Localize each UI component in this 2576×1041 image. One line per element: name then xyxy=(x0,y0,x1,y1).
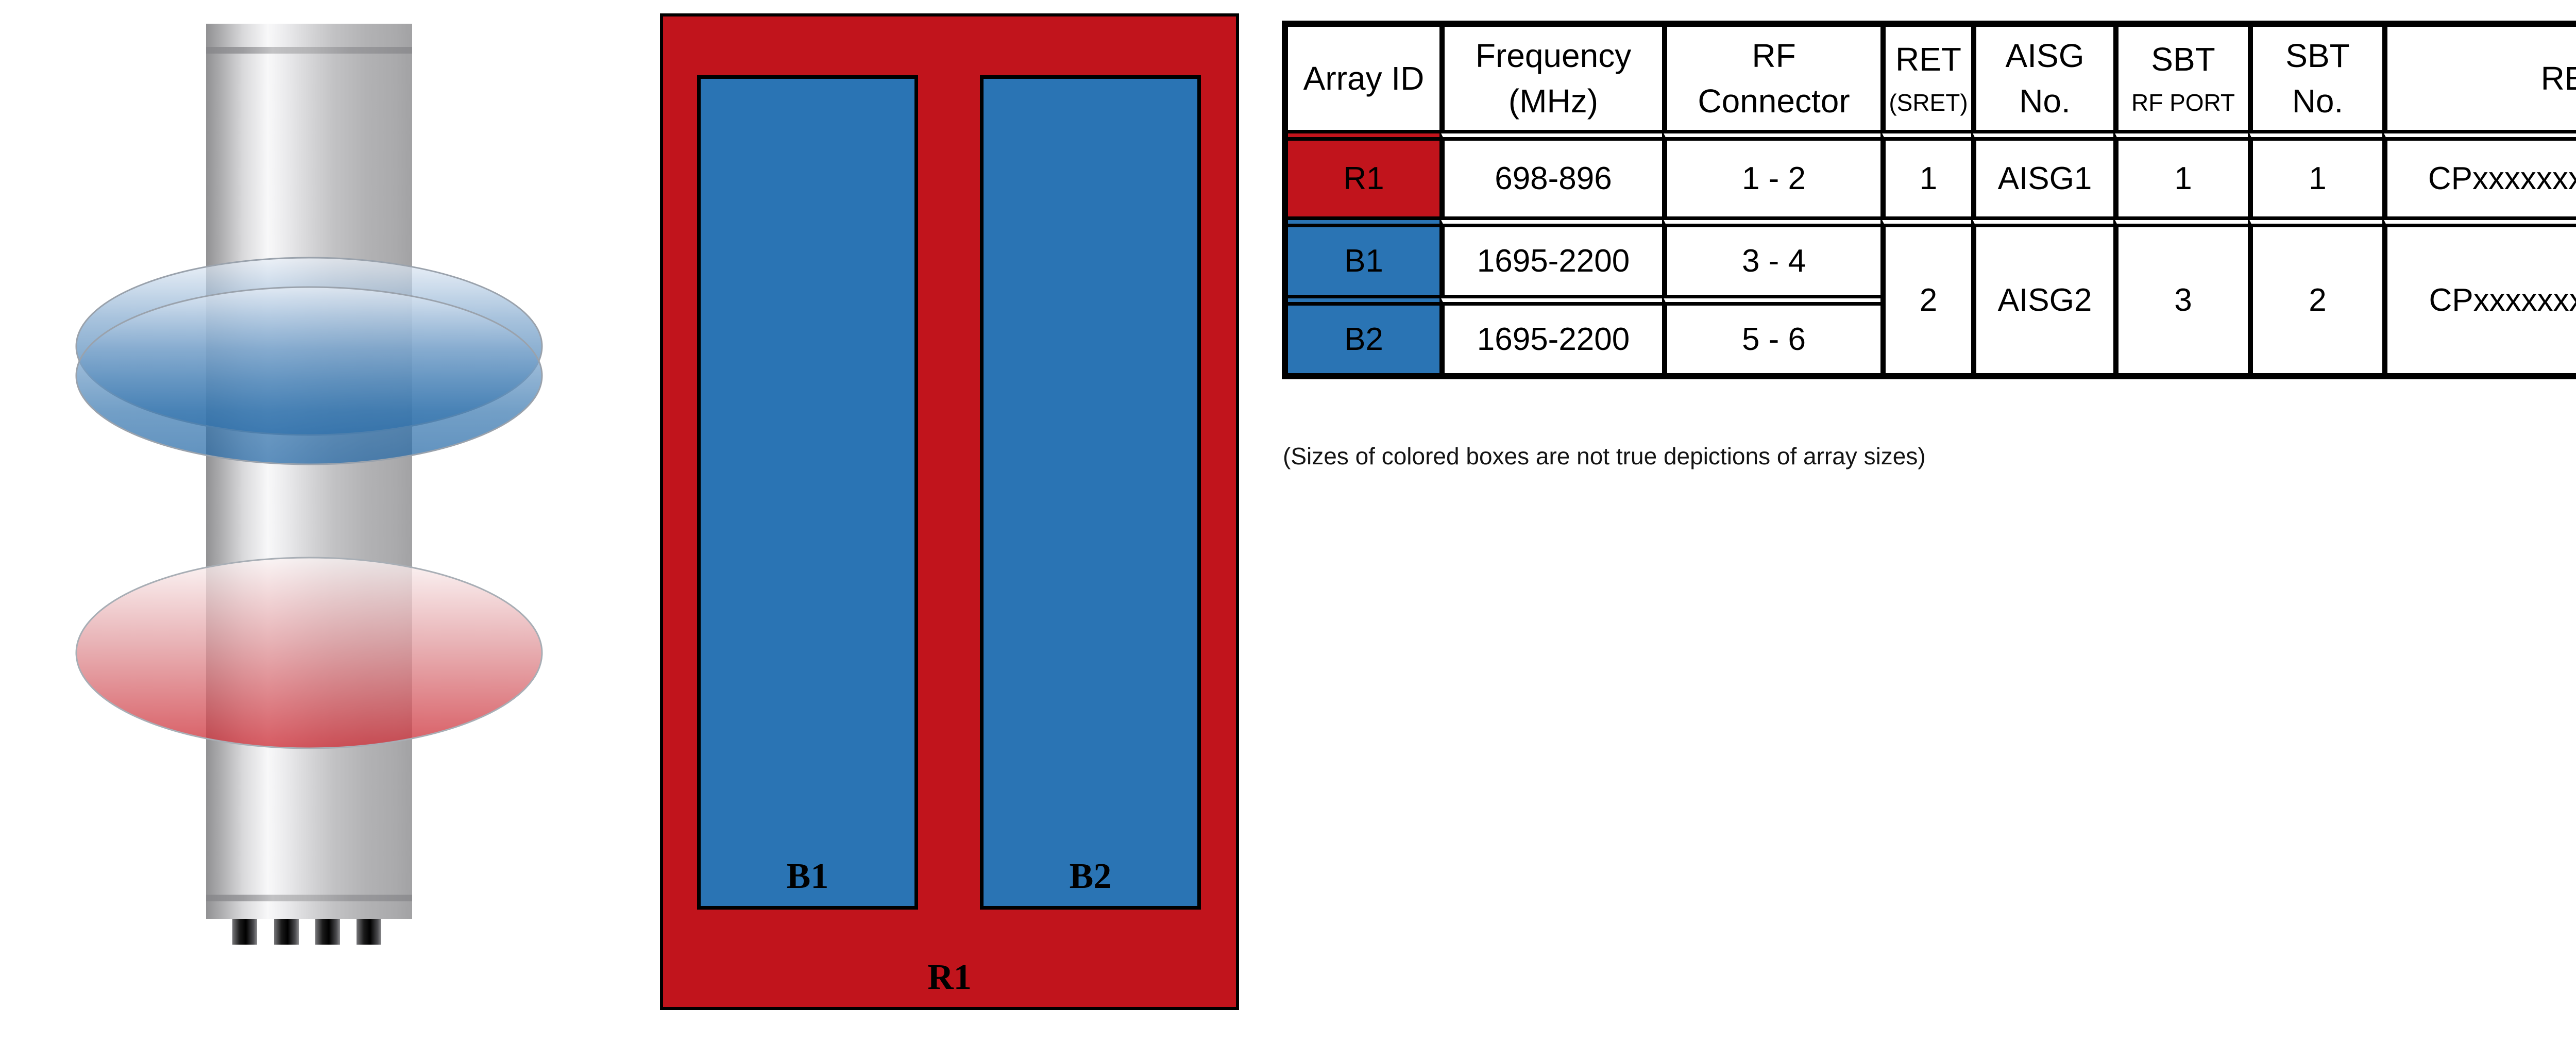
table-row-b1: B1 1695-2200 3 - 4 2 AISG2 3 2 CPxxxxxxx… xyxy=(1288,216,2576,373)
cylinder-top-seam xyxy=(206,47,412,54)
array-box-b2-label: B2 xyxy=(1069,857,1112,896)
array-box-b2: B2 xyxy=(980,75,1201,910)
col-header-array-id: Array ID xyxy=(1303,60,1425,97)
table-row-r1: R1 698-896 1 - 2 1 AISG1 1 1 CPxxxxxxxxx… xyxy=(1288,130,2576,216)
header-line: (MHz) xyxy=(1508,82,1599,120)
frequency-cell: 698-896 xyxy=(1439,130,1662,216)
aisg-no-cell: AISG1 xyxy=(1971,130,2113,216)
red-beam-ellipse xyxy=(75,557,543,749)
beam-pattern-overlay xyxy=(75,257,543,749)
cylinder-bottom-seam xyxy=(206,895,412,901)
rf-connector-stub-2 xyxy=(274,919,299,945)
header-row: Array ID Frequency (MHz) RF Connector RE xyxy=(1288,27,2576,130)
rf-connector-stub-4 xyxy=(357,919,381,945)
header-subline: (SRET) xyxy=(1889,89,1968,116)
frequency-cell: 1695-2200 xyxy=(1439,295,1662,373)
header-line: RF xyxy=(1752,37,1796,74)
array-spec-table: Array ID Frequency (MHz) RF Connector RE xyxy=(1282,21,2576,379)
header-line: No. xyxy=(2292,82,2344,120)
col-header-ret-sret: RET (SRET) xyxy=(1880,27,1971,130)
antenna-cylinder xyxy=(206,24,412,919)
col-header-aisg-no: AISG No. xyxy=(1971,27,2113,130)
header-line: RET xyxy=(1895,41,1961,78)
col-header-sbt-rf-port: SBT RF PORT xyxy=(2113,27,2248,130)
sbt-rf-port-cell-merged: 3 xyxy=(2113,216,2248,373)
col-header-sbt-no: SBT No. xyxy=(2248,27,2382,130)
col-header-rf-connector: RF Connector xyxy=(1662,27,1880,130)
ret-sret-cell: 1 xyxy=(1880,130,1971,216)
header-line: AISG xyxy=(2005,37,2084,74)
col-header-frequency: Frequency (MHz) xyxy=(1439,27,1662,130)
array-id-cell-r1: R1 xyxy=(1288,130,1439,216)
frequency-cell: 1695-2200 xyxy=(1439,216,1662,295)
array-box-b1: B1 xyxy=(697,75,918,910)
aisg-no-cell-merged: AISG2 xyxy=(1971,216,2113,373)
rf-connector-stub-1 xyxy=(232,919,257,945)
sbt-no-cell-merged: 2 xyxy=(2248,216,2382,373)
table-row-b2: B2 1695-2200 5 - 6 xyxy=(1288,295,2576,373)
array-id-cell-b2: B2 xyxy=(1288,295,1439,373)
rf-connector-cell: 3 - 4 xyxy=(1662,216,1880,295)
header-line: Frequency xyxy=(1475,37,1632,74)
header-line: Connector xyxy=(1698,82,1850,120)
ret-uid-cell: CPxxxxxxxxxxxxxxxxxR1 xyxy=(2382,130,2576,216)
ret-uid-cell-merged: CPxxxxxxxxxxxxxxxxxB1 xyxy=(2382,216,2576,373)
ret-sret-cell-merged: 2 xyxy=(1880,216,1971,373)
header-line: SBT xyxy=(2285,37,2350,74)
header-subline: RF PORT xyxy=(2131,89,2235,116)
size-disclaimer-note: (Sizes of colored boxes are not true dep… xyxy=(1283,443,1926,469)
header-line: No. xyxy=(2019,82,2071,120)
array-box-b1-label: B1 xyxy=(786,857,829,896)
sbt-rf-port-cell: 1 xyxy=(2113,130,2248,216)
rf-connector-cell: 5 - 6 xyxy=(1662,295,1880,373)
header-line: SBT xyxy=(2151,41,2215,78)
sbt-no-cell: 1 xyxy=(2248,130,2382,216)
rf-connector-stub-3 xyxy=(315,919,340,945)
array-box-r1-label: R1 xyxy=(927,958,972,997)
blue-beam-ellipse-lower xyxy=(75,286,543,465)
col-header-ret-uid: RET UID xyxy=(2382,27,2576,130)
array-id-cell-b1: B1 xyxy=(1288,216,1439,295)
rf-connector-cell: 1 - 2 xyxy=(1662,130,1880,216)
